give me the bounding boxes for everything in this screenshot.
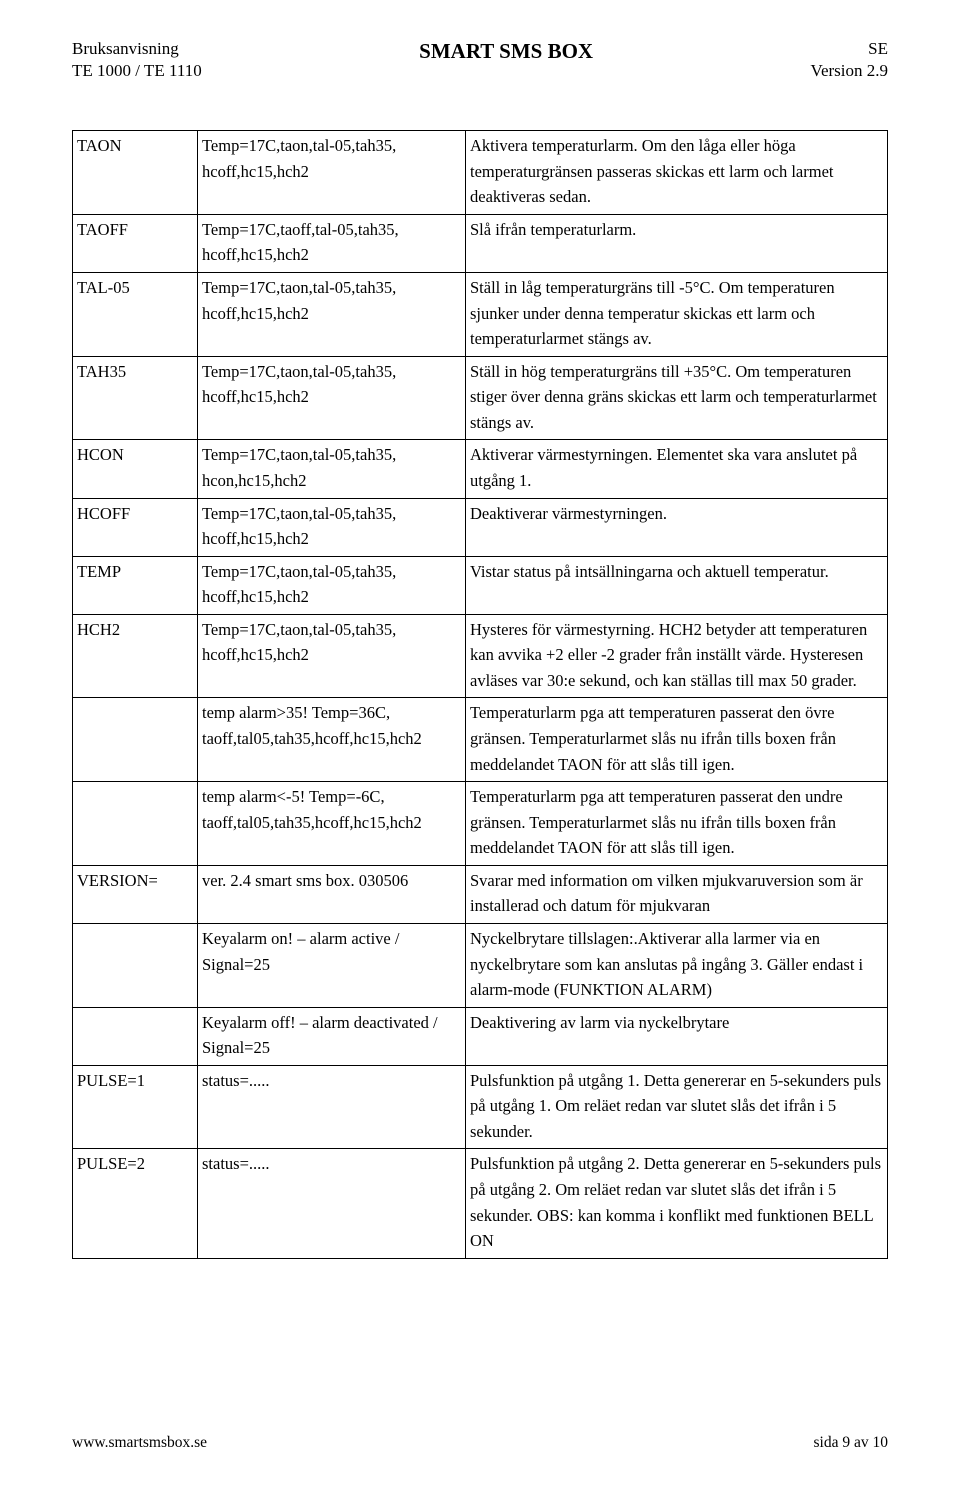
cell-response: status=..... [198,1065,466,1149]
footer-page-number: sida 9 av 10 [814,1434,888,1452]
cell-response: temp alarm<-5! Temp=-6C, taoff,tal05,tah… [198,782,466,866]
header-left-line2: TE 1000 / TE 1110 [72,60,202,82]
cell-cmd [73,923,198,1007]
table-row: PULSE=1status=.....Pulsfunktion på utgån… [73,1065,888,1149]
cell-response: temp alarm>35! Temp=36C, taoff,tal05,tah… [198,698,466,782]
cell-desc: Aktivera temperaturlarm. Om den låga ell… [466,131,888,215]
table-row: HCONTemp=17C,taon,tal-05,tah35, hcon,hc1… [73,440,888,498]
cell-response: Temp=17C,taon,tal-05,tah35, hcoff,hc15,h… [198,556,466,614]
commands-table: TAONTemp=17C,taon,tal-05,tah35, hcoff,hc… [72,130,888,1259]
table-row: temp alarm<-5! Temp=-6C, taoff,tal05,tah… [73,782,888,866]
header-right-line1: SE [811,38,888,60]
header-right-line2: Version 2.9 [811,60,888,82]
table-row: TAOFFTemp=17C,taoff,tal-05,tah35, hcoff,… [73,214,888,272]
cell-cmd: TAL-05 [73,273,198,357]
cell-cmd: TEMP [73,556,198,614]
table-row: PULSE=2status=.....Pulsfunktion på utgån… [73,1149,888,1258]
cell-cmd: PULSE=2 [73,1149,198,1258]
cell-response: Keyalarm on! – alarm active / Signal=25 [198,923,466,1007]
cell-cmd: HCON [73,440,198,498]
page-header: Bruksanvisning TE 1000 / TE 1110 SMART S… [72,38,888,82]
cell-desc: Deaktivering av larm via nyckelbrytare [466,1007,888,1065]
cell-desc: Aktiverar värmestyrningen. Elementet ska… [466,440,888,498]
cell-cmd [73,698,198,782]
cell-response: Temp=17C,taon,tal-05,tah35, hcoff,hc15,h… [198,273,466,357]
cell-cmd: HCH2 [73,614,198,698]
header-left: Bruksanvisning TE 1000 / TE 1110 [72,38,202,82]
cell-desc: Ställ in låg temperaturgräns till -5°C. … [466,273,888,357]
header-right: SE Version 2.9 [811,38,888,82]
page-footer: www.smartsmsbox.se sida 9 av 10 [72,1434,888,1452]
table-body: TAONTemp=17C,taon,tal-05,tah35, hcoff,hc… [73,131,888,1259]
cell-cmd: TAON [73,131,198,215]
cell-desc: Ställ in hög temperaturgräns till +35°C.… [466,356,888,440]
page: Bruksanvisning TE 1000 / TE 1110 SMART S… [0,0,960,1488]
cell-desc: Svarar med information om vilken mjukvar… [466,865,888,923]
cell-response: status=..... [198,1149,466,1258]
cell-response: Keyalarm off! – alarm deactivated / Sign… [198,1007,466,1065]
table-row: temp alarm>35! Temp=36C, taoff,tal05,tah… [73,698,888,782]
cell-cmd: PULSE=1 [73,1065,198,1149]
cell-desc: Pulsfunktion på utgång 2. Detta generera… [466,1149,888,1258]
table-row: VERSION=ver. 2.4 smart sms box. 030506Sv… [73,865,888,923]
footer-link[interactable]: www.smartsmsbox.se [72,1434,207,1452]
cell-response: Temp=17C,taon,tal-05,tah35, hcoff,hc15,h… [198,614,466,698]
table-row: HCOFFTemp=17C,taon,tal-05,tah35, hcoff,h… [73,498,888,556]
table-row: TEMPTemp=17C,taon,tal-05,tah35, hcoff,hc… [73,556,888,614]
cell-response: Temp=17C,taon,tal-05,tah35, hcoff,hc15,h… [198,498,466,556]
cell-cmd: TAH35 [73,356,198,440]
header-left-line1: Bruksanvisning [72,38,202,60]
table-row: HCH2Temp=17C,taon,tal-05,tah35, hcoff,hc… [73,614,888,698]
table-row: TAONTemp=17C,taon,tal-05,tah35, hcoff,hc… [73,131,888,215]
cell-desc: Deaktiverar värmestyrningen. [466,498,888,556]
cell-cmd [73,1007,198,1065]
cell-cmd: VERSION= [73,865,198,923]
cell-desc: Slå ifrån temperaturlarm. [466,214,888,272]
cell-cmd: HCOFF [73,498,198,556]
cell-response: ver. 2.4 smart sms box. 030506 [198,865,466,923]
table-row: Keyalarm on! – alarm active / Signal=25N… [73,923,888,1007]
table-row: Keyalarm off! – alarm deactivated / Sign… [73,1007,888,1065]
cell-desc: Hysteres för värmestyrning. HCH2 betyder… [466,614,888,698]
table-row: TAL-05Temp=17C,taon,tal-05,tah35, hcoff,… [73,273,888,357]
cell-response: Temp=17C,taon,tal-05,tah35, hcoff,hc15,h… [198,131,466,215]
cell-desc: Nyckelbrytare tillslagen:.Aktiverar alla… [466,923,888,1007]
header-title: SMART SMS BOX [419,38,593,82]
cell-response: Temp=17C,taon,tal-05,tah35, hcoff,hc15,h… [198,356,466,440]
cell-response: Temp=17C,taon,tal-05,tah35, hcon,hc15,hc… [198,440,466,498]
cell-cmd [73,782,198,866]
table-row: TAH35Temp=17C,taon,tal-05,tah35, hcoff,h… [73,356,888,440]
cell-cmd: TAOFF [73,214,198,272]
cell-response: Temp=17C,taoff,tal-05,tah35, hcoff,hc15,… [198,214,466,272]
cell-desc: Vistar status på intsällningarna och akt… [466,556,888,614]
cell-desc: Temperaturlarm pga att temperaturen pass… [466,782,888,866]
cell-desc: Pulsfunktion på utgång 1. Detta generera… [466,1065,888,1149]
cell-desc: Temperaturlarm pga att temperaturen pass… [466,698,888,782]
